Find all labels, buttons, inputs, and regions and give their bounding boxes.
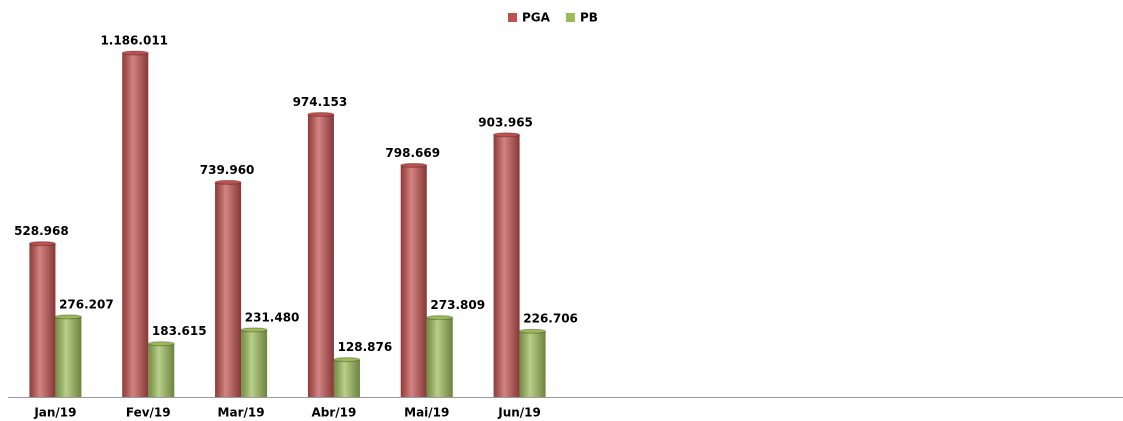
data-label: 231.480 — [245, 310, 300, 324]
bar-shade — [215, 182, 242, 397]
data-label: 1.186.011 — [100, 34, 168, 48]
bar-cap — [214, 179, 242, 185]
bar-shade — [519, 331, 546, 397]
x-tick-label: Mar/19 — [218, 406, 265, 420]
bar-cap — [400, 162, 428, 168]
bar-shade — [29, 243, 56, 397]
data-label: 903.965 — [478, 115, 533, 129]
data-label: 974.153 — [293, 95, 348, 109]
bar-shade — [333, 359, 360, 397]
x-tick-label: Jun/19 — [497, 406, 541, 420]
bar-shade — [426, 317, 453, 397]
data-label: 798.669 — [385, 146, 440, 160]
bar-shade — [493, 134, 520, 397]
data-label: 128.876 — [338, 340, 393, 354]
data-label: 183.615 — [152, 324, 207, 338]
data-label: 226.706 — [523, 312, 578, 326]
bar-shade — [55, 316, 82, 397]
legend-swatch — [508, 13, 517, 22]
bar-shade — [307, 114, 334, 397]
bar-cap — [28, 241, 56, 247]
bar-shade — [400, 165, 427, 397]
legend-label: PB — [580, 11, 598, 25]
data-label: 276.207 — [59, 297, 114, 311]
bar-cap — [333, 357, 361, 363]
bar-shade — [122, 53, 149, 397]
data-label: 739.960 — [200, 163, 255, 177]
bar-shade — [148, 343, 175, 397]
x-tick-label: Jan/19 — [33, 406, 76, 420]
bar-cap — [426, 315, 454, 321]
bar-cap — [307, 111, 335, 117]
bar-cap — [519, 328, 547, 334]
x-tick-label: Abr/19 — [311, 406, 356, 420]
bar-cap — [54, 314, 82, 320]
bar-cap — [240, 327, 268, 333]
legend-swatch — [565, 13, 575, 22]
bar-cap — [121, 50, 149, 56]
bar-shade — [241, 329, 268, 397]
legend-label: PGA — [522, 11, 551, 25]
x-tick-label: Mai/19 — [404, 406, 449, 420]
bar-cap — [493, 132, 521, 138]
data-label: 273.809 — [430, 298, 485, 312]
data-label: 528.968 — [14, 224, 69, 238]
x-tick-label: Fev/19 — [126, 406, 171, 420]
bar-cap — [147, 341, 175, 347]
